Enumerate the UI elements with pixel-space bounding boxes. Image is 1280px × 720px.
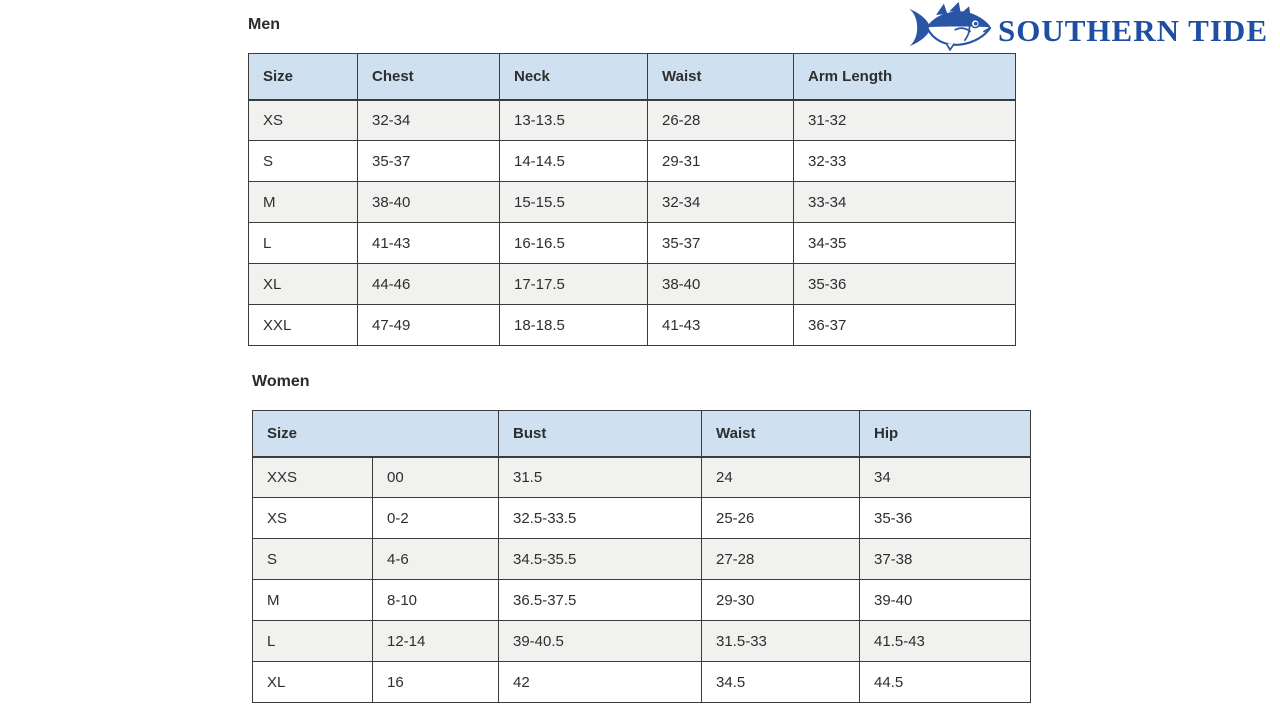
women-header-bust: Bust [498, 410, 702, 458]
women-cell-value-4: 44.5 [859, 661, 1031, 703]
women-cell-value-4: 37-38 [859, 538, 1031, 580]
women-cell-value-3: 29-30 [701, 579, 860, 621]
women-cell-value-2: 39-40.5 [498, 620, 702, 662]
men-cell-value-2: 15-15.5 [499, 181, 648, 223]
men-size-table: Size Chest Neck Waist Arm Length XS 32-34 13-1… [248, 53, 1016, 346]
women-row-xl: XL 16 42 34.5 44.5 [252, 661, 1031, 703]
men-cell-size: XS [248, 99, 358, 141]
men-cell-size: XL [248, 263, 358, 305]
women-row-l: L 12-14 39-40.5 31.5-33 41.5-43 [252, 620, 1031, 662]
men-cell-value-2: 16-16.5 [499, 222, 648, 264]
women-cell-value-3: 24 [701, 456, 860, 498]
men-cell-value-1: 41-43 [357, 222, 500, 264]
men-row-s: S 35-37 14-14.5 29-31 32-33 [248, 140, 1016, 182]
men-table-body: XS 32-34 13-13.5 26-28 31-32 S 35-37 14-14.5 29-… [248, 99, 1016, 346]
men-section: Men Size Chest Neck Waist Arm Length XS 32-34… [248, 15, 1016, 346]
women-cell-value-1: 12-14 [372, 620, 499, 662]
men-cell-value-3: 26-28 [647, 99, 794, 141]
men-cell-value-4: 36-37 [793, 304, 1016, 346]
women-header-hip: Hip [859, 410, 1031, 458]
men-section-heading: Men [248, 16, 280, 33]
men-cell-value-3: 32-34 [647, 181, 794, 223]
women-cell-size: L [252, 620, 373, 662]
women-row-xs: XS 0-2 32.5-33.5 25-26 35-36 [252, 497, 1031, 539]
men-cell-value-2: 17-17.5 [499, 263, 648, 305]
men-cell-value-1: 38-40 [357, 181, 500, 223]
women-cell-value-2: 42 [498, 661, 702, 703]
men-cell-value-3: 29-31 [647, 140, 794, 182]
men-cell-value-4: 35-36 [793, 263, 1016, 305]
women-cell-value-1: 4-6 [372, 538, 499, 580]
women-size-table: Size Bust Waist Hip XXS 00 31.5 24 34 XS 0-2 32.5-… [252, 410, 1031, 703]
men-row-m: M 38-40 15-15.5 32-34 33-34 [248, 181, 1016, 223]
women-table-header-row: Size Bust Waist Hip [252, 410, 1031, 458]
men-header-waist: Waist [647, 53, 794, 101]
men-header-size: Size [248, 53, 358, 101]
women-cell-value-2: 31.5 [498, 456, 702, 498]
women-row-m: M 8-10 36.5-37.5 29-30 39-40 [252, 579, 1031, 621]
men-cell-value-1: 35-37 [357, 140, 500, 182]
men-cell-value-4: 32-33 [793, 140, 1016, 182]
men-row-xl: XL 44-46 17-17.5 38-40 35-36 [248, 263, 1016, 305]
women-row-s: S 4-6 34.5-35.5 27-28 37-38 [252, 538, 1031, 580]
men-cell-value-2: 14-14.5 [499, 140, 648, 182]
women-cell-value-3: 25-26 [701, 497, 860, 539]
women-cell-value-1: 8-10 [372, 579, 499, 621]
women-header-size: Size [252, 410, 499, 458]
men-cell-value-1: 44-46 [357, 263, 500, 305]
men-cell-size: XXL [248, 304, 358, 346]
men-row-xxl: XXL 47-49 18-18.5 41-43 36-37 [248, 304, 1016, 346]
women-cell-size: S [252, 538, 373, 580]
women-header-waist: Waist [701, 410, 860, 458]
women-section: Women Size Bust Waist Hip XXS 00 31.5 24 34 XS 0-… [252, 372, 1031, 703]
men-cell-value-4: 33-34 [793, 181, 1016, 223]
skipjack-fish-icon [909, 1, 992, 52]
women-table-body: XXS 00 31.5 24 34 XS 0-2 32.5-33.5 25-26 35-36 S 4-… [252, 456, 1031, 703]
women-row-xxs: XXS 00 31.5 24 34 [252, 456, 1031, 498]
women-cell-value-1: 16 [372, 661, 499, 703]
women-cell-value-2: 34.5-35.5 [498, 538, 702, 580]
men-cell-size: L [248, 222, 358, 264]
women-cell-value-4: 34 [859, 456, 1031, 498]
women-cell-value-1: 0-2 [372, 497, 499, 539]
men-cell-value-1: 32-34 [357, 99, 500, 141]
women-cell-value-4: 41.5-43 [859, 620, 1031, 662]
women-cell-value-3: 27-28 [701, 538, 860, 580]
women-cell-size: XXS [252, 456, 373, 498]
men-cell-value-2: 18-18.5 [499, 304, 648, 346]
men-cell-size: M [248, 181, 358, 223]
men-header-arm-length: Arm Length [793, 53, 1016, 101]
men-cell-value-1: 47-49 [357, 304, 500, 346]
men-header-neck: Neck [499, 53, 648, 101]
women-cell-size: XL [252, 661, 373, 703]
women-cell-value-1: 00 [372, 456, 499, 498]
women-cell-value-4: 35-36 [859, 497, 1031, 539]
women-section-heading: Women [252, 373, 310, 390]
women-cell-value-3: 34.5 [701, 661, 860, 703]
men-cell-value-4: 34-35 [793, 222, 1016, 264]
men-cell-size: S [248, 140, 358, 182]
women-cell-size: XS [252, 497, 373, 539]
women-cell-value-3: 31.5-33 [701, 620, 860, 662]
brand-logo: SOUTHERN TIDE [906, 0, 1268, 56]
men-cell-value-4: 31-32 [793, 99, 1016, 141]
men-cell-value-3: 38-40 [647, 263, 794, 305]
men-cell-value-3: 35-37 [647, 222, 794, 264]
men-row-l: L 41-43 16-16.5 35-37 34-35 [248, 222, 1016, 264]
men-row-xs: XS 32-34 13-13.5 26-28 31-32 [248, 99, 1016, 141]
women-cell-size: M [252, 579, 373, 621]
men-cell-value-2: 13-13.5 [499, 99, 648, 141]
men-cell-value-3: 41-43 [647, 304, 794, 346]
women-cell-value-2: 36.5-37.5 [498, 579, 702, 621]
men-table-header-row: Size Chest Neck Waist Arm Length [248, 53, 1016, 101]
brand-name: SOUTHERN TIDE [998, 12, 1268, 48]
women-cell-value-2: 32.5-33.5 [498, 497, 702, 539]
men-header-chest: Chest [357, 53, 500, 101]
women-cell-value-4: 39-40 [859, 579, 1031, 621]
